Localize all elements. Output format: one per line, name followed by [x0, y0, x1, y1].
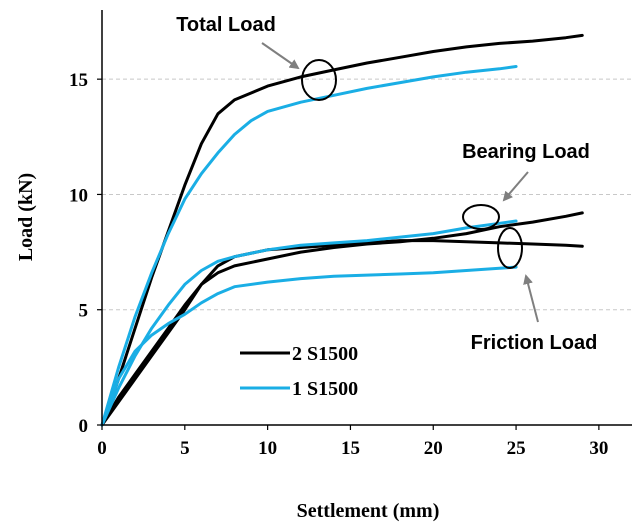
tick-labels: 0 5 10 15 20 25 30 0 5 10 15	[69, 70, 608, 459]
data-curves	[100, 33, 584, 427]
x-tick-label-0: 0	[97, 438, 107, 459]
y-tick-label-10: 10	[69, 185, 88, 206]
x-axis-title: Settlement (mm)	[297, 500, 440, 522]
x-tick-label-30: 30	[589, 438, 608, 459]
y-tick-label-5: 5	[79, 301, 89, 322]
annotation-total-load-label: Total Load	[176, 14, 276, 36]
series-1-s1500-total-line	[100, 65, 518, 427]
legend-label-2-s1500: 2 S1500	[292, 343, 358, 365]
y-tick-label-15: 15	[69, 70, 88, 91]
annotation-friction-load-label: Friction Load	[471, 332, 598, 354]
x-tick-label-5: 5	[180, 438, 190, 459]
x-tick-label-15: 15	[341, 438, 360, 459]
y-axis-title: Load (kN)	[15, 173, 37, 261]
annotation-friction-load-circle	[497, 227, 523, 269]
annotation-bearing-load-circle	[462, 204, 500, 230]
legend: 2 S1500 1 S1500	[240, 343, 358, 400]
annotation-friction-load-arrow	[523, 274, 539, 323]
annotation-total-load-circle	[301, 59, 337, 101]
series-2-s1500-bearing-line	[100, 211, 584, 427]
x-tick-label-10: 10	[258, 438, 277, 459]
annotation-bearing-load-label: Bearing Load	[462, 141, 590, 163]
series-1-s1500-friction-line	[100, 265, 518, 427]
legend-label-1-s1500: 1 S1500	[292, 378, 358, 400]
grid-lines	[102, 78, 632, 311]
y-tick-label-0: 0	[79, 416, 89, 437]
annotations: Total Load Bearing Load Friction Load	[176, 14, 597, 354]
x-tick-label-20: 20	[424, 438, 443, 459]
x-tick-label-25: 25	[507, 438, 526, 459]
annotation-bearing-load-arrow	[502, 171, 529, 202]
series-1-s1500-bearing-line	[100, 219, 518, 427]
annotation-total-load-arrow	[261, 42, 300, 70]
